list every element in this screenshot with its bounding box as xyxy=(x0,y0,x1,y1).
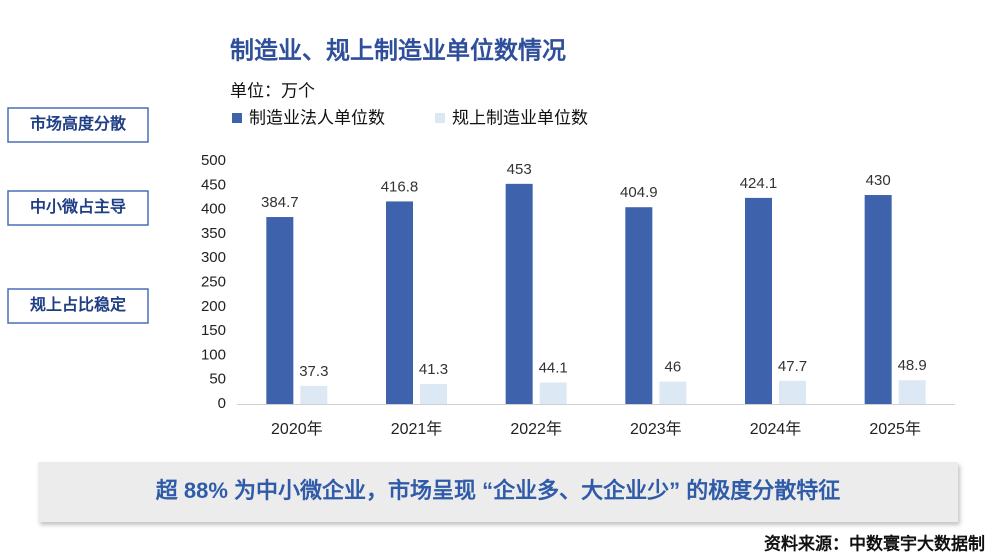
y-tick-label: 500 xyxy=(201,152,226,169)
data-label: 453 xyxy=(507,161,532,178)
bar xyxy=(505,183,533,404)
data-label: 430 xyxy=(866,172,891,189)
bar xyxy=(420,383,447,404)
y-tick-label: 400 xyxy=(201,201,226,218)
data-label: 48.9 xyxy=(898,357,927,374)
data-label: 37.3 xyxy=(299,363,328,380)
y-tick-label: 350 xyxy=(201,225,226,242)
legend-swatch xyxy=(232,113,242,123)
y-tick-label: 450 xyxy=(201,176,226,193)
y-tick-label: 0 xyxy=(218,395,226,412)
data-label: 47.7 xyxy=(778,358,807,375)
x-tick-label: 2023年 xyxy=(630,420,682,438)
x-tick-label: 2020年 xyxy=(271,420,323,438)
bar xyxy=(539,382,567,404)
bar xyxy=(745,197,772,404)
bar xyxy=(898,380,926,404)
x-tick-label: 2021年 xyxy=(391,420,443,438)
bar xyxy=(659,381,687,404)
data-label: 416.8 xyxy=(381,178,419,195)
side-label: 规上占比稳定 xyxy=(30,295,126,314)
y-tick-label: 250 xyxy=(201,273,226,290)
side-label: 中小微占主导 xyxy=(30,197,126,216)
headline: 超 88% 为中小微企业，市场呈现 “企业多、大企业少” 的极度分散特征 xyxy=(156,478,840,503)
legend-label: 规上制造业单位数 xyxy=(452,108,588,127)
headline-banner xyxy=(38,462,958,522)
x-tick-label: 2024年 xyxy=(750,420,802,438)
data-label: 404.9 xyxy=(620,184,658,201)
source: 资料来源：中数寰宇大数据制 xyxy=(764,533,985,553)
data-label: 41.3 xyxy=(419,361,448,378)
y-tick-label: 100 xyxy=(201,346,226,363)
data-label: 384.7 xyxy=(261,194,299,211)
bar xyxy=(779,380,806,404)
side-box xyxy=(7,107,149,143)
legend-swatch xyxy=(435,113,445,123)
y-tick-label: 50 xyxy=(209,371,226,388)
bar xyxy=(266,217,294,404)
bar xyxy=(300,385,328,404)
data-label: 46 xyxy=(664,359,681,376)
y-tick-label: 200 xyxy=(201,298,226,315)
bar xyxy=(386,201,413,404)
unit-label: 单位：万个 xyxy=(230,81,315,100)
side-box xyxy=(7,288,149,324)
data-label: 424.1 xyxy=(740,175,778,192)
legend-label: 制造业法人单位数 xyxy=(249,108,385,127)
data-label: 44.1 xyxy=(539,360,568,377)
x-tick-label: 2025年 xyxy=(869,420,921,438)
x-tick-label: 2022年 xyxy=(510,420,562,438)
side-label: 市场高度分散 xyxy=(30,114,127,133)
chart-title: 制造业、规上制造业单位数情况 xyxy=(230,36,566,64)
side-box xyxy=(7,190,149,226)
bar xyxy=(864,195,892,404)
y-tick-label: 300 xyxy=(201,249,226,266)
y-tick-label: 150 xyxy=(201,322,226,339)
bar xyxy=(625,207,653,404)
